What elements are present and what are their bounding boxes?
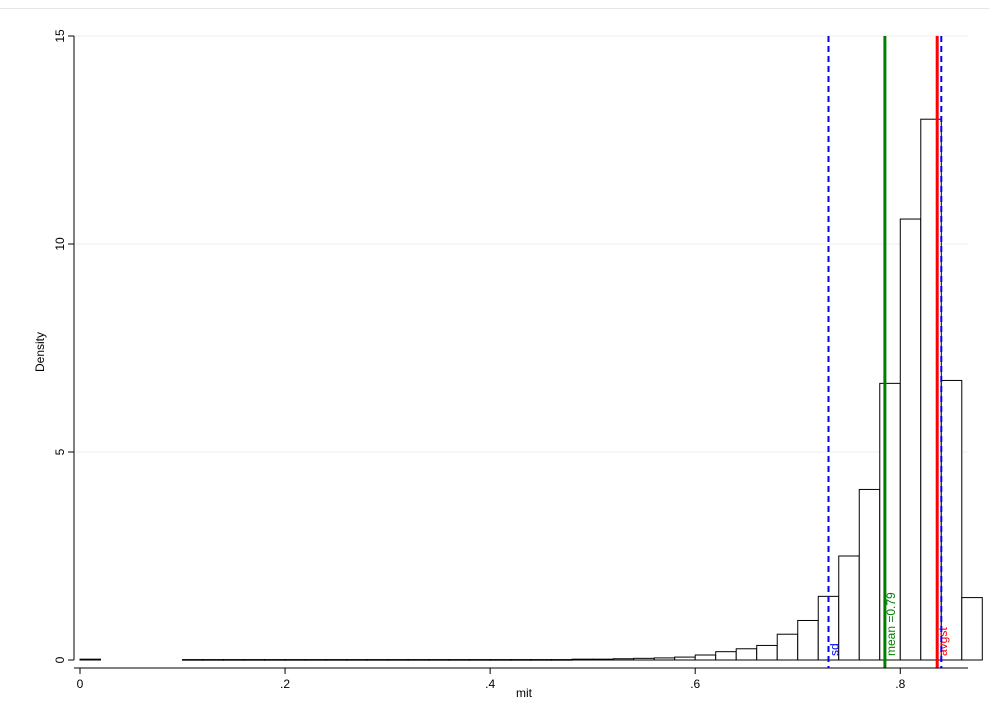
x-tick-label-2: .4 <box>485 677 495 691</box>
reference-line-label-2: avgst <box>936 627 950 656</box>
x-tick-label-0: 0 <box>77 677 84 691</box>
histogram-bar-28 <box>735 648 758 661</box>
histogram-bar-12 <box>407 659 430 661</box>
reference-lines: sd mean =0.79 avgst <box>827 36 950 668</box>
histogram-bar-7 <box>305 659 327 661</box>
histogram-bar-29 <box>756 644 778 661</box>
histogram-bar-27 <box>715 651 737 661</box>
histogram-bar-30 <box>776 633 799 661</box>
histogram-bar-21 <box>592 658 614 661</box>
y-axis-title: Density <box>33 332 47 372</box>
y-tick-label-3: 15 <box>53 29 67 43</box>
histogram-bar-17 <box>510 659 532 661</box>
histogram-bar-11 <box>387 659 409 661</box>
reference-line-label-1: mean =0.79 <box>884 592 898 656</box>
x-tick-label-1: .2 <box>280 677 290 691</box>
histogram-bar-26 <box>694 654 717 661</box>
histogram-bar-3 <box>223 659 245 661</box>
histogram-bar-36 <box>899 218 922 661</box>
y-tick-label-2: 10 <box>53 237 67 251</box>
tick-marks <box>68 35 901 674</box>
axes <box>73 36 968 669</box>
reference-line-label-0: sd <box>827 643 841 656</box>
histogram-bar-25 <box>674 656 696 661</box>
x-tick-label-3: .6 <box>690 677 700 691</box>
histogram-bar-2 <box>202 659 225 661</box>
histogram-bar-38 <box>940 379 963 661</box>
histogram-bar-22 <box>612 658 635 661</box>
histogram-bar-39 <box>961 597 983 661</box>
histogram-bar-19 <box>551 659 573 661</box>
top-rule <box>0 8 989 9</box>
histogram-bar-18 <box>530 659 553 661</box>
histogram-bar-13 <box>428 659 450 661</box>
histogram-bar-5 <box>264 659 286 661</box>
histogram-bar-16 <box>489 659 512 661</box>
histogram-bar-8 <box>325 659 348 661</box>
histogram-bar-23 <box>633 657 655 661</box>
x-axis-title: mit <box>516 686 533 700</box>
histogram-bar-10 <box>366 659 389 661</box>
tick-labels: 0 .2 .4 .6 .8 0 5 10 15 <box>53 29 906 691</box>
histogram-bar-14 <box>448 659 471 661</box>
y-tick-label-1: 5 <box>53 448 67 455</box>
histogram-bar-6 <box>284 659 307 661</box>
histogram-bar-9 <box>346 659 368 661</box>
histogram-bars <box>79 118 983 661</box>
histogram-bar-24 <box>653 657 676 661</box>
histogram-bar-20 <box>571 658 594 661</box>
gridlines <box>74 35 968 453</box>
histogram-bar-15 <box>469 659 491 661</box>
histogram-bar-33 <box>838 555 860 661</box>
histogram-bar-4 <box>243 659 266 661</box>
histogram-bar-1 <box>182 659 204 661</box>
y-tick-label-0: 0 <box>53 656 67 663</box>
histogram-bar-0 <box>79 658 102 661</box>
histogram-bar-31 <box>797 619 819 661</box>
histogram-bar-34 <box>858 488 881 661</box>
x-tick-label-4: .8 <box>895 677 905 691</box>
